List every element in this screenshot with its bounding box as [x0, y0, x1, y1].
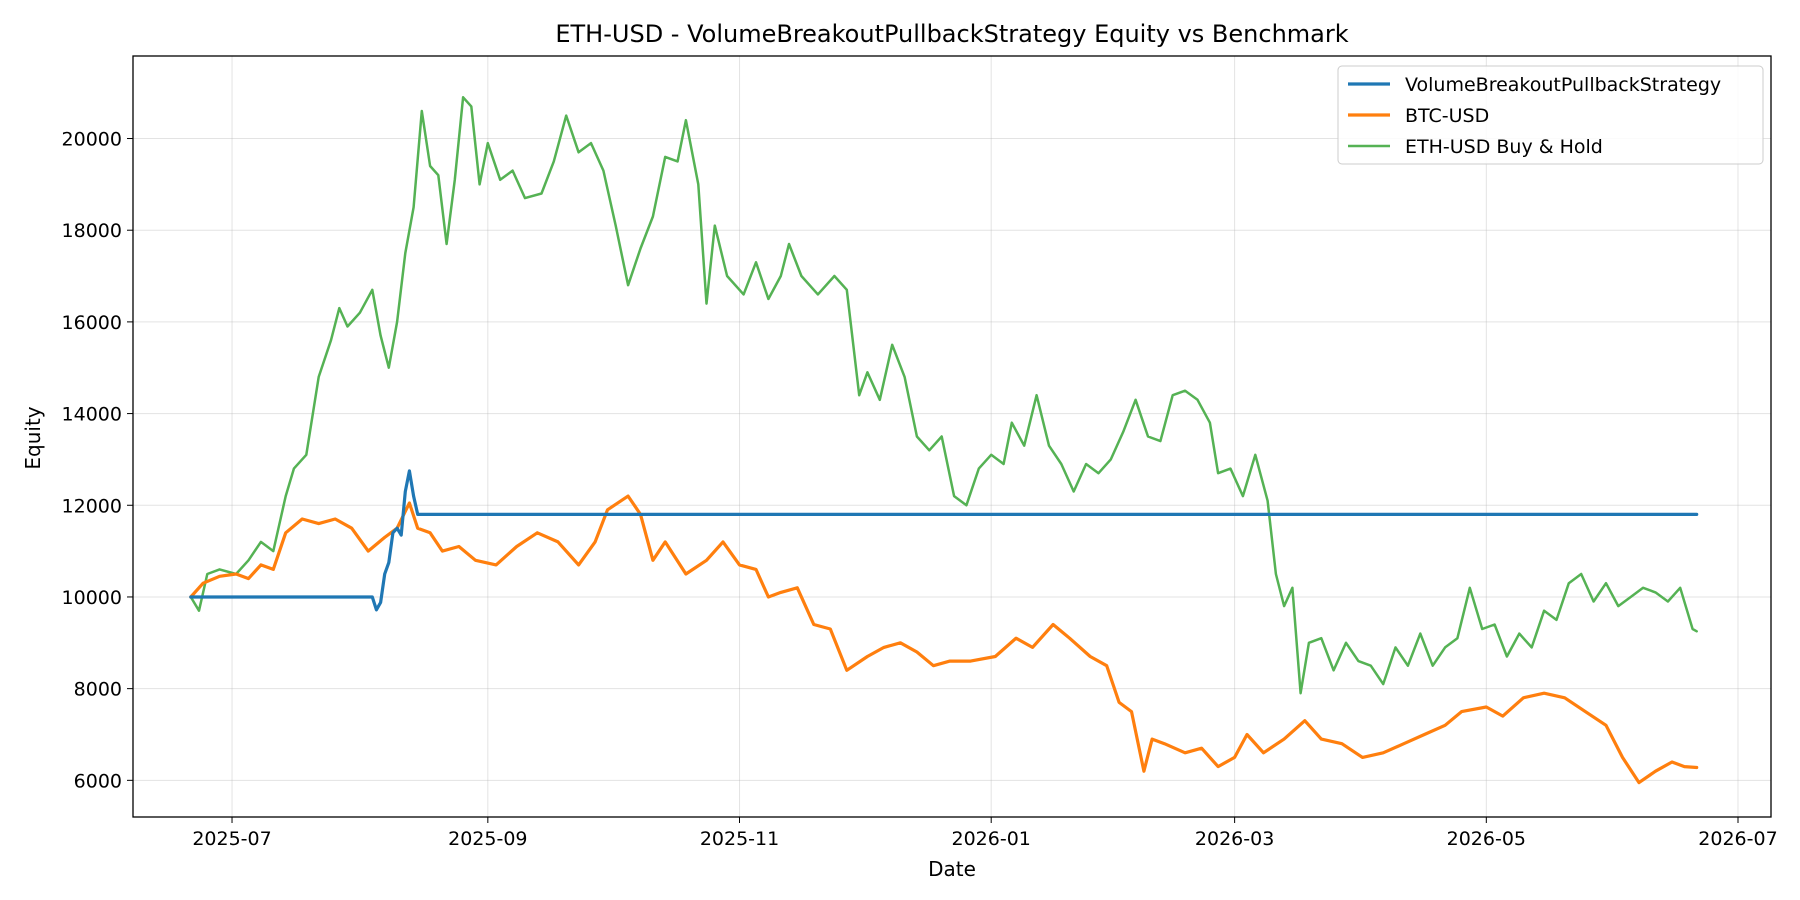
x-tick-label: 2026-05: [1447, 828, 1526, 850]
y-tick-label: 20000: [62, 129, 122, 151]
y-tick-label: 16000: [62, 312, 122, 334]
y-tick-label: 8000: [74, 679, 122, 701]
plot-area-frame: [132, 55, 1772, 818]
legend-label: ETH-USD Buy & Hold: [1405, 136, 1603, 158]
x-axis-label: Date: [928, 857, 976, 881]
legend: VolumeBreakoutPullbackStrategy BTC-USD ETH…: [1337, 65, 1764, 165]
y-axis-label: Equity: [21, 406, 45, 469]
grid-lines: [133, 56, 1771, 817]
legend-label: BTC-USD: [1405, 105, 1489, 127]
series-line-1: [189, 494, 1699, 785]
y-tick-label: 18000: [62, 220, 122, 242]
y-tick-label: 6000: [74, 770, 122, 792]
series-lines: [189, 96, 1699, 785]
legend-frame: [1337, 65, 1764, 165]
series-line-0: [189, 469, 1699, 612]
x-tick-label: 2026-01: [952, 828, 1031, 850]
legend-label: VolumeBreakoutPullbackStrategy: [1405, 74, 1721, 96]
x-tick-label: 2025-11: [700, 828, 779, 850]
x-tick-label: 2025-07: [192, 828, 271, 850]
x-tick-label: 2025-09: [448, 828, 527, 850]
y-tick-label: 14000: [62, 404, 122, 426]
x-tick-label: 2026-03: [1195, 828, 1274, 850]
y-tick-label: 10000: [62, 587, 122, 609]
series-line-2: [189, 96, 1698, 695]
axis-ticks: 6000 8000 10000 12000 14000 16000 18000 20000 20…: [62, 129, 1778, 850]
x-tick-label: 2026-07: [1698, 828, 1777, 850]
chart-title: ETH-USD - VolumeBreakoutPullbackStrategy…: [555, 20, 1348, 48]
y-tick-label: 12000: [62, 495, 122, 517]
